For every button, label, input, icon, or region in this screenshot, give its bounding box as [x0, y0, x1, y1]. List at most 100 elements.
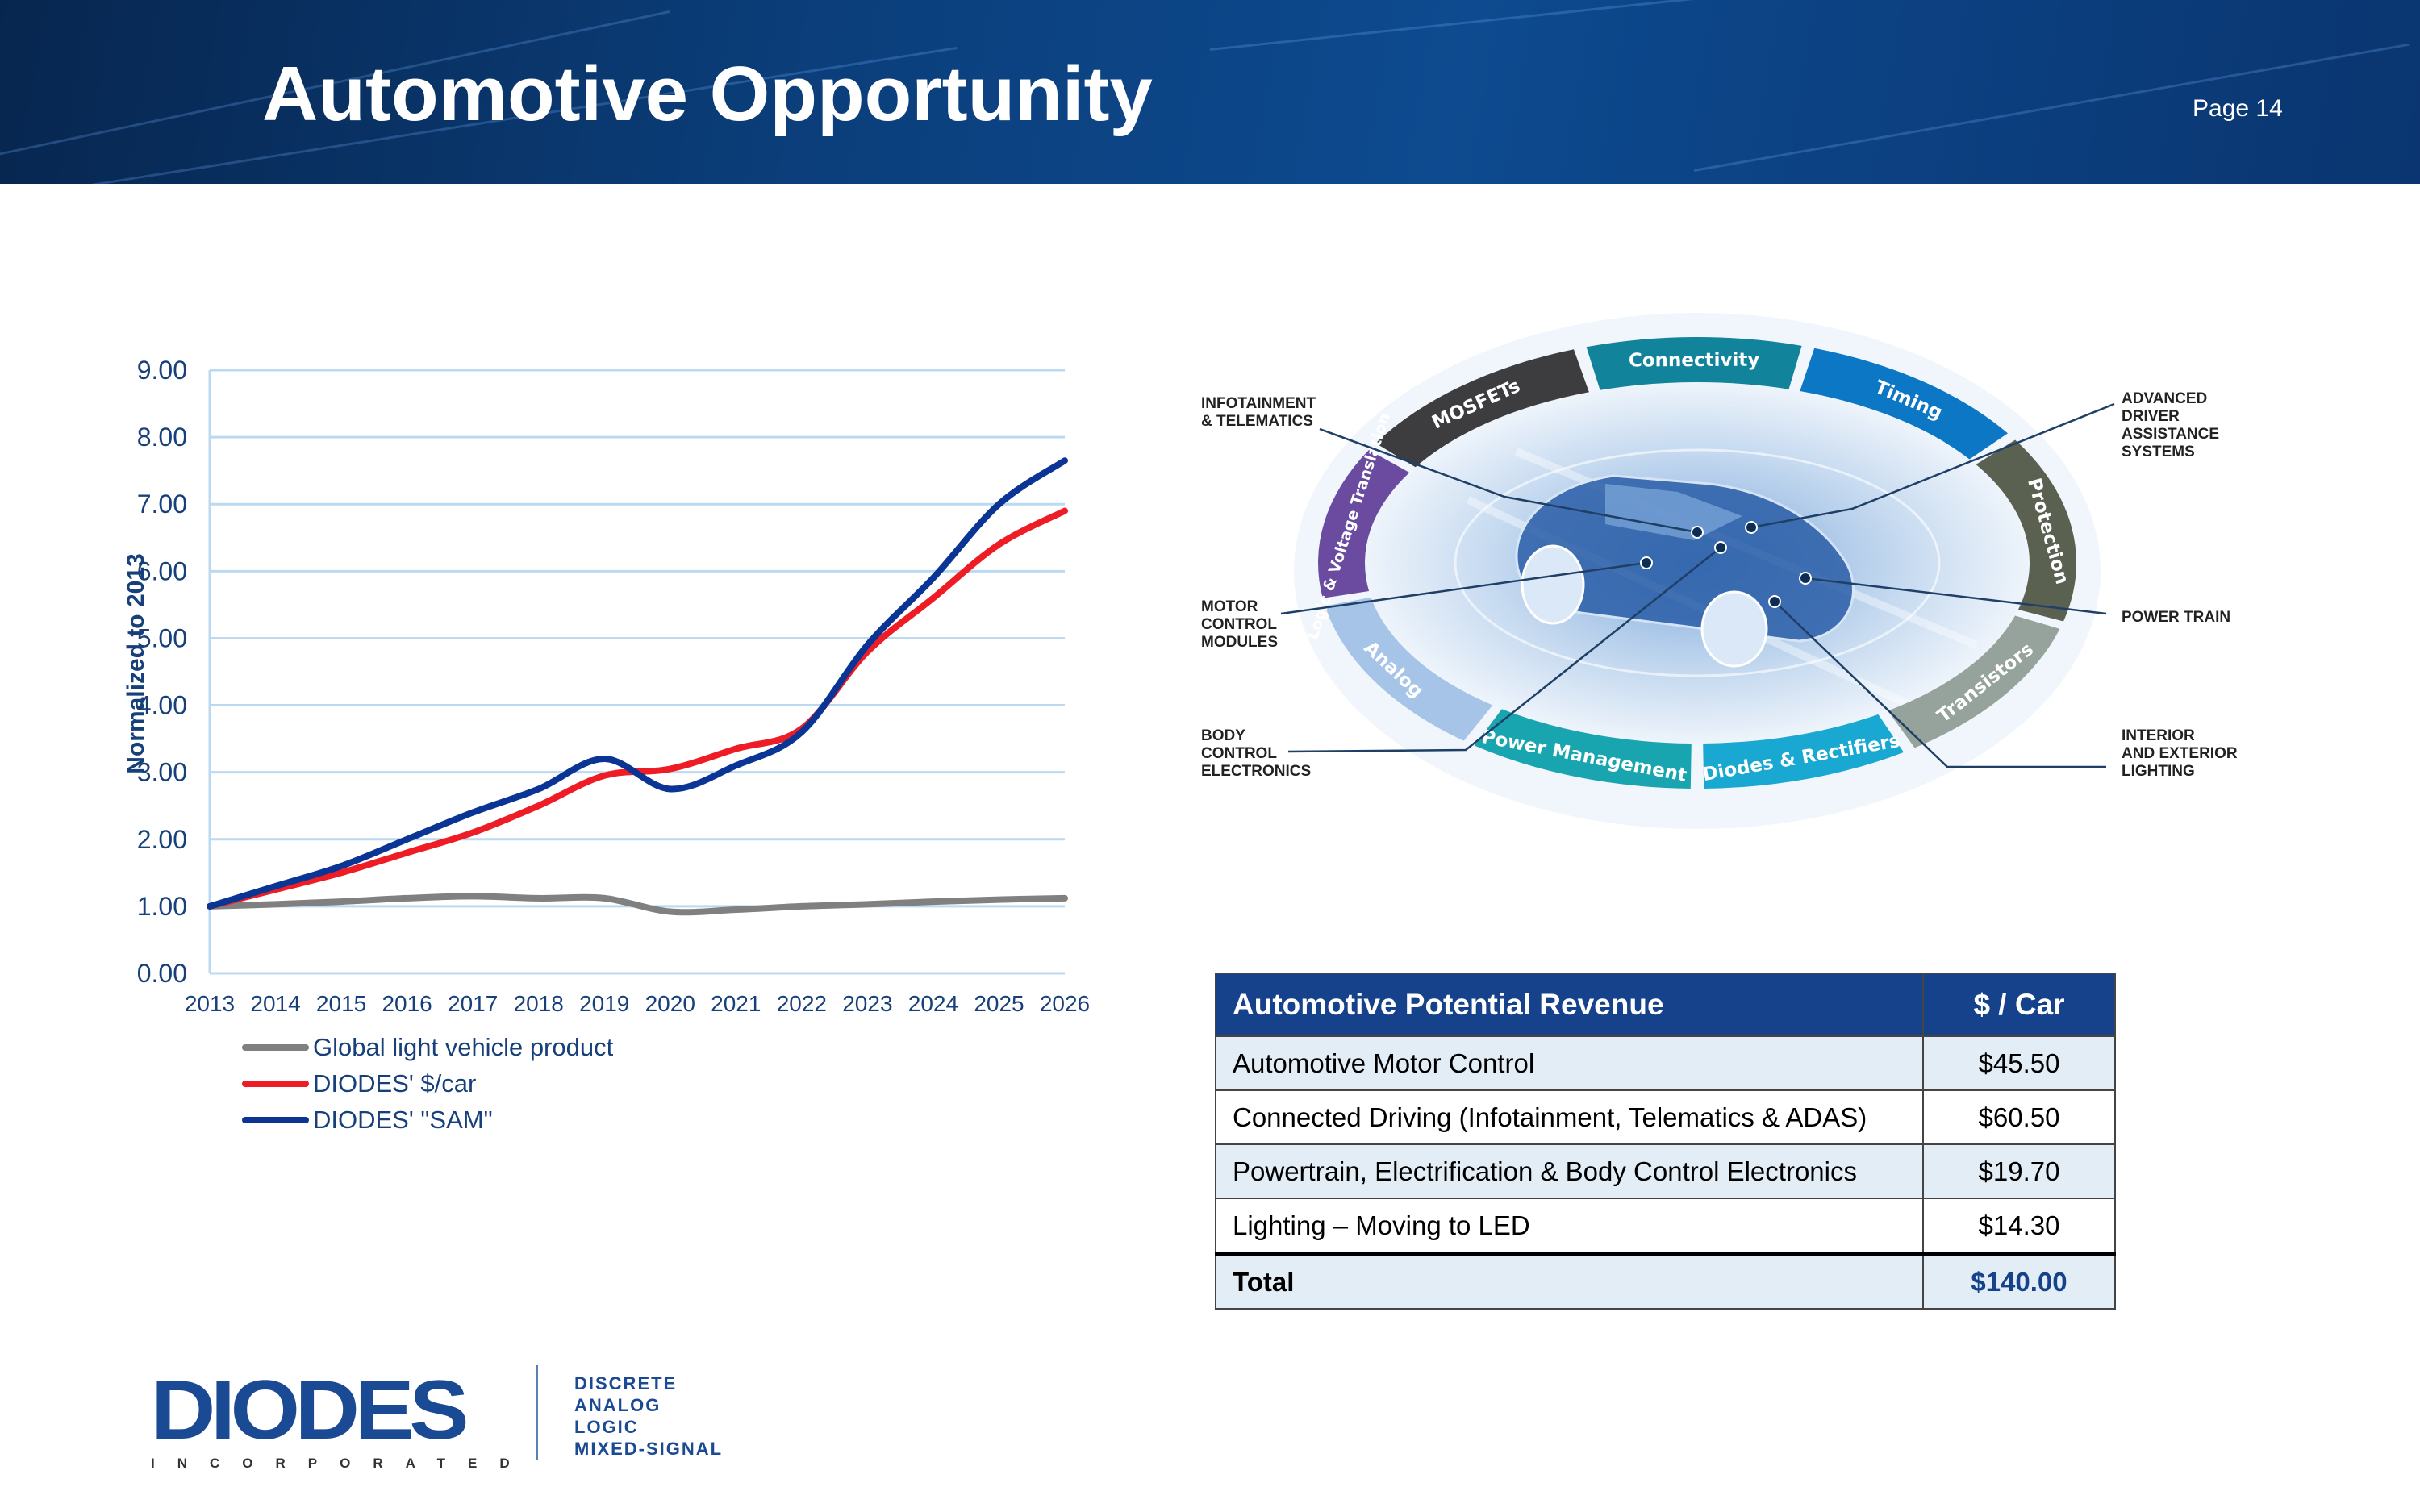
- x-tick-label: 2016: [382, 991, 432, 1016]
- callout-dot: [1745, 521, 1758, 534]
- diodes-logo: DIODES INCORPORATED: [151, 1368, 532, 1472]
- ring-segment: [1325, 597, 1493, 741]
- table-row: Powertrain, Electrification & Body Contr…: [1215, 1143, 2116, 1199]
- x-tick-label: 2022: [777, 991, 827, 1016]
- logo-subtext: INCORPORATED: [151, 1456, 532, 1471]
- ring-segment-label: Connectivity: [1629, 350, 1760, 372]
- y-tick-label: 7.00: [137, 489, 187, 519]
- x-tick-label: 2025: [974, 991, 1024, 1016]
- y-tick-label: 5.00: [137, 623, 187, 652]
- legend-item-dollar-per-car: DIODES' $/car: [242, 1065, 613, 1102]
- series-line-0: [207, 893, 1068, 916]
- x-tick-label: 2017: [448, 991, 498, 1016]
- tagline-line: LOGIC: [574, 1417, 639, 1437]
- legend-label: Global light vehicle product: [313, 1032, 614, 1061]
- callout-leader-line: [1750, 402, 2115, 529]
- x-tick-label: 2015: [316, 991, 366, 1016]
- ring-segment: [1474, 709, 1692, 789]
- callout-infotainment: INFOTAINMENT & TELEMATICS: [1201, 395, 1316, 430]
- ring-segment: [1375, 349, 1589, 468]
- ring-segment: [1586, 336, 1802, 390]
- callout-motor-control: MOTOR CONTROL MODULES: [1201, 598, 1278, 651]
- callout-leader-line: [1774, 601, 2106, 768]
- tagline-line: DISCRETE: [574, 1373, 678, 1393]
- total-label: Total: [1215, 1252, 1924, 1310]
- table-total-row: Total $140.00: [1215, 1252, 2116, 1310]
- chart-legend: Global light vehicle product DIODES' $/c…: [242, 1029, 613, 1138]
- row-value: $19.70: [1922, 1143, 2116, 1199]
- row-label: Connected Driving (Infotainment, Telemat…: [1215, 1089, 1924, 1145]
- callout-dot: [1714, 541, 1727, 554]
- logo-divider: [536, 1365, 538, 1460]
- callout-dot: [1691, 526, 1704, 539]
- ring-segment: [1800, 348, 2009, 460]
- legend-swatch: [242, 1080, 309, 1087]
- y-tick-label: 9.00: [137, 356, 187, 385]
- callout-dot: [1768, 595, 1781, 608]
- y-tick-label: 6.00: [137, 556, 187, 585]
- y-tick-label: 8.00: [137, 423, 187, 452]
- callout-leader-line: [1280, 561, 1647, 615]
- y-axis-label: Normalized to 2013: [123, 553, 149, 773]
- total-value: $140.00: [1922, 1252, 2116, 1310]
- table-header-row: Automotive Potential Revenue $ / Car: [1215, 973, 2116, 1037]
- legend-item-global: Global light vehicle product: [242, 1029, 613, 1065]
- legend-swatch: [242, 1043, 309, 1051]
- table-row: Connected Driving (Infotainment, Telemat…: [1215, 1089, 2116, 1145]
- legend-label: DIODES' "SAM": [313, 1105, 493, 1134]
- glow-ring: [1454, 448, 1941, 677]
- series-line-1: [207, 507, 1068, 910]
- x-tick-label: 2019: [579, 991, 629, 1016]
- row-value: $45.50: [1922, 1035, 2116, 1091]
- series-line-2: [207, 457, 1068, 910]
- car-wheel: [1700, 590, 1768, 668]
- ring-segment: [1888, 615, 2060, 748]
- row-label: Automotive Motor Control: [1215, 1035, 1924, 1091]
- x-tick-label: 2024: [908, 991, 958, 1016]
- table-row: Automotive Motor Control $45.50: [1215, 1035, 2116, 1091]
- car-wheel: [1521, 544, 1585, 625]
- callout-lighting: INTERIOR AND EXTERIOR LIGHTING: [2122, 727, 2238, 780]
- callout-dot: [1640, 556, 1653, 569]
- row-label: Lighting – Moving to LED: [1215, 1198, 1924, 1255]
- callout-adas: ADVANCED DRIVER ASSISTANCE SYSTEMS: [2122, 390, 2220, 460]
- callout-body-control: BODY CONTROL ELECTRONICS: [1201, 727, 1312, 780]
- legend-label: DIODES' $/car: [313, 1068, 477, 1098]
- tagline-line: ANALOG: [574, 1395, 661, 1415]
- callout-leader-line: [1287, 547, 1721, 753]
- callout-dot: [1799, 572, 1812, 585]
- logo-tagline: DISCRETE ANALOG LOGIC MIXED-SIGNAL: [574, 1372, 723, 1460]
- callout-power-train: POWER TRAIN: [2122, 609, 2231, 626]
- row-value: $60.50: [1922, 1089, 2116, 1145]
- revenue-table: Automotive Potential Revenue $ / Car Aut…: [1215, 973, 2116, 1310]
- y-tick-label: 2.00: [137, 825, 187, 854]
- legend-item-sam: DIODES' "SAM": [242, 1102, 613, 1138]
- x-tick-label: 2026: [1040, 991, 1090, 1016]
- logo-wordmark: DIODES: [151, 1364, 469, 1457]
- x-tick-label: 2014: [250, 991, 300, 1016]
- row-value: $14.30: [1922, 1198, 2116, 1255]
- car-windshield: [1605, 484, 1742, 540]
- tagline-line: MIXED-SIGNAL: [574, 1439, 724, 1459]
- x-tick-label: 2013: [185, 991, 235, 1016]
- x-tick-label: 2021: [711, 991, 761, 1016]
- column-header: $ / Car: [1922, 973, 2116, 1037]
- y-tick-label: 4.00: [137, 691, 187, 720]
- x-tick-label: 2023: [842, 991, 892, 1016]
- page-title: Automotive Opportunity: [262, 51, 1153, 137]
- x-tick-label: 2018: [514, 991, 564, 1016]
- page-number: Page 14: [2193, 95, 2283, 122]
- y-tick-label: 1.00: [137, 892, 187, 921]
- ring-segment: [1976, 439, 2076, 622]
- callout-leader-line: [1805, 577, 2107, 615]
- table-row: Lighting – Moving to LED $14.30: [1215, 1198, 2116, 1255]
- row-label: Powertrain, Electrification & Body Contr…: [1215, 1143, 1924, 1199]
- column-header: Automotive Potential Revenue: [1215, 973, 1924, 1037]
- x-tick-label: 2020: [645, 991, 695, 1016]
- y-tick-label: 0.00: [137, 959, 187, 988]
- slide-header: Automotive Opportunity Page 14: [0, 0, 2420, 184]
- y-tick-label: 3.00: [137, 758, 187, 787]
- callout-leader-line: [1319, 427, 1698, 534]
